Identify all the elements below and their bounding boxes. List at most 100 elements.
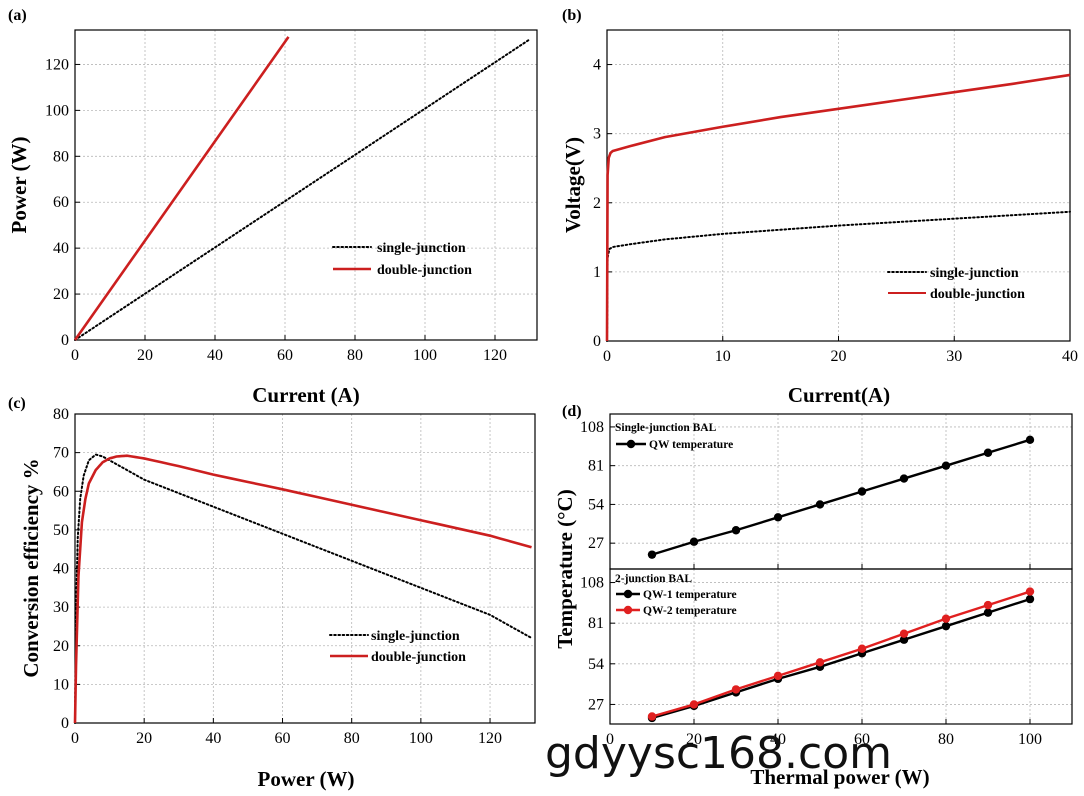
panel-d-top-data-point <box>1025 435 1035 445</box>
panel-a-xtick-label: 0 <box>71 347 79 364</box>
panel-c-ytick-label: 30 <box>53 599 69 616</box>
panel-d-bottom-plot-frame <box>609 568 1073 725</box>
panel-c-xtick-label: 100 <box>409 730 433 747</box>
panel-d-bottom-subtitle: 2-junction BAL <box>615 573 692 585</box>
panel-c-xtick-label: 20 <box>136 730 152 747</box>
panel-d-bottom-ytick-label: 27 <box>588 696 604 713</box>
panel-c-y-axis-title: Conversion efficiency % <box>19 458 43 677</box>
panel-d-top-data-point <box>731 526 741 535</box>
watermark-text: gdyysc168.com <box>545 728 892 779</box>
panel-d-top-data-point <box>983 448 993 457</box>
panel-d-top-legend-label: QW temperature <box>649 439 733 451</box>
panel-d-bottom-legend-marker-qw2 <box>623 605 633 615</box>
panel-c-legend-label-double: double-junction <box>371 650 466 665</box>
panel-d-bottom-ytick-label: 108 <box>580 575 604 592</box>
panel-d-top-data-point <box>815 500 825 509</box>
panel-c-series-double-junction <box>73 454 532 724</box>
panel-a-xtick-label: 20 <box>137 347 153 364</box>
panel-a-plot-frame <box>74 29 538 341</box>
panel-d-top-ytick-label: 108 <box>580 419 604 436</box>
panel-c-label: (c) <box>8 395 26 412</box>
panel-d-bottom-data-point-1 <box>773 671 783 681</box>
panel-a-ytick-label: 40 <box>53 240 69 257</box>
panel-b-series-double-junction <box>605 73 1071 342</box>
panel-a-ytick-label: 100 <box>45 102 69 119</box>
panel-d-y-axis-title: Temperature (°C) <box>553 489 577 648</box>
panel-d-top-series-line <box>651 438 1031 556</box>
panel-c-ytick-label: 40 <box>53 561 69 578</box>
panel-d-bottom-data-point-1 <box>1025 587 1035 596</box>
panel-b-x-axis-title: Current(A) <box>788 383 890 407</box>
panel-d-label: (d) <box>562 403 582 420</box>
panel-b-ytick-label: 3 <box>593 126 601 143</box>
panel-a-xtick-label: 40 <box>207 347 223 364</box>
panel-d-bottom-data-point-1 <box>983 600 993 610</box>
panel-d-bottom-xtick-label: 40 <box>770 731 786 748</box>
panel-d-bottom-ytick-label: 81 <box>588 615 604 632</box>
panel-a-xtick-label: 80 <box>347 347 363 364</box>
panel-d-bottom-data-point-1 <box>731 685 741 694</box>
panel-d-top-data-point <box>857 487 867 496</box>
panel-a-x-axis-title: Current (A) <box>252 383 360 407</box>
panel-d-bottom-series-line-0 <box>651 597 1031 720</box>
panel-d-top-ytick-label: 81 <box>588 458 604 475</box>
panel-d-bottom-data-point-0 <box>983 608 993 617</box>
panel-b-xtick-label: 0 <box>603 348 611 365</box>
panel-d-top-subtitle: Single-junction BAL <box>615 422 717 434</box>
panel-b-xtick-label: 10 <box>715 348 731 365</box>
panel-c-ytick-label: 80 <box>53 406 69 423</box>
panel-b-y-axis-title: Voltage(V) <box>561 137 585 233</box>
panel-c-x-axis-title: Power (W) <box>258 767 355 791</box>
panel-a-ytick-label: 20 <box>53 286 69 303</box>
panel-d-bottom-series-line-1 <box>651 590 1031 718</box>
panel-a-label: (a) <box>8 7 27 24</box>
panel-b-xtick-label: 30 <box>946 348 962 365</box>
panel-b-xtick-label: 40 <box>1062 348 1078 365</box>
panel-d-top-data-point <box>647 550 657 559</box>
panel-b-ytick-label: 4 <box>593 57 601 74</box>
panel-a-xtick-label: 100 <box>413 347 437 364</box>
panel-c-xtick-label: 0 <box>71 730 79 747</box>
panel-c-xtick-label: 40 <box>205 730 221 747</box>
panel-b-label: (b) <box>562 7 582 24</box>
panel-c-ytick-label: 0 <box>61 715 69 732</box>
panel-d-bottom-legend-label-qw1: QW-1 temperature <box>643 589 737 601</box>
panel-a-series-single-junction <box>74 38 531 341</box>
panel-d-bottom-data-point-1 <box>647 712 657 721</box>
panel-d-top-data-point <box>941 461 951 470</box>
panel-b-legend-label-single: single-junction <box>930 266 1019 281</box>
panel-b-ytick-label: 0 <box>593 333 601 350</box>
panel-c-ytick-label: 10 <box>53 676 69 693</box>
panel-d-bottom-ytick-label: 54 <box>588 656 604 673</box>
panel-b-series-single-junction <box>606 210 1071 342</box>
panel-d-bottom-xtick-label: 0 <box>606 731 614 748</box>
panel-a-legend-label-double: double-junction <box>377 263 472 278</box>
panel-c-ytick-label: 20 <box>53 638 69 655</box>
panel-a-ytick-label: 0 <box>61 332 69 349</box>
panel-b-ytick-label: 1 <box>593 264 601 281</box>
panel-a-xtick-label: 120 <box>483 347 507 364</box>
panel-a-xtick-label: 60 <box>277 347 293 364</box>
panel-d-bottom-data-point-1 <box>857 644 867 653</box>
panel-d-bottom-data-point-0 <box>899 635 909 644</box>
panel-c-legend-label-single: single-junction <box>371 629 460 644</box>
panel-c-ytick-label: 50 <box>53 522 69 539</box>
panel-d-top-data-point <box>899 474 909 483</box>
panel-d-top-data-point <box>773 513 783 522</box>
panel-c-ytick-label: 70 <box>53 445 69 462</box>
panel-d-bottom-xtick-label: 20 <box>686 731 702 748</box>
panel-d-bottom-data-point-1 <box>815 658 825 667</box>
panel-a-series-double-junction <box>73 36 290 341</box>
panel-c-series-single-junction <box>74 453 533 724</box>
panel-c-xtick-label: 120 <box>478 730 502 747</box>
panel-d-bottom-legend-label-qw2: QW-2 temperature <box>643 605 737 617</box>
panel-b-ytick-label: 2 <box>593 195 601 212</box>
panel-c-xtick-label: 60 <box>275 730 291 747</box>
panel-d-top-legend-marker <box>626 439 636 449</box>
panel-b-legend-label-double: double-junction <box>930 287 1025 302</box>
panel-c-ytick-label: 60 <box>53 483 69 500</box>
panel-a-ytick-label: 80 <box>53 148 69 165</box>
panel-d-bottom-legend-marker-qw1 <box>623 589 633 599</box>
panel-d-top-ytick-label: 54 <box>588 496 604 513</box>
